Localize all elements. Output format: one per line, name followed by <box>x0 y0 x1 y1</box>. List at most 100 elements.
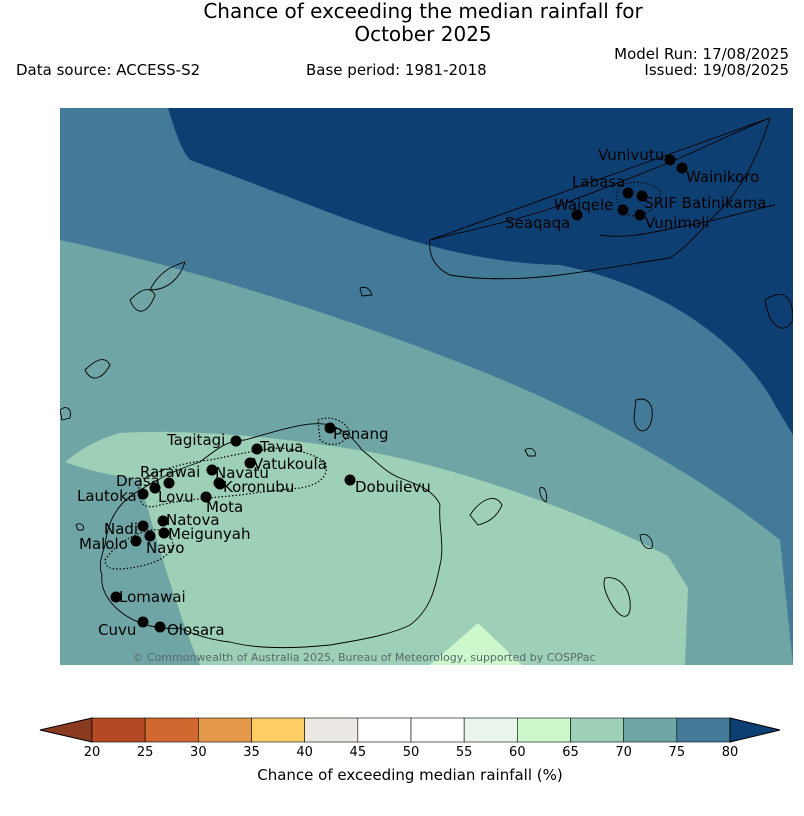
site-label-mota: Mota <box>206 498 243 516</box>
site-label-vunimoli: Vunimoli <box>645 214 710 232</box>
colorbar-tick-20: 20 <box>83 745 101 760</box>
site-marker-malolo <box>130 535 142 547</box>
site-label-meigunyah: Meigunyah <box>168 525 250 543</box>
title-line-2: October 2025 <box>354 22 492 46</box>
site-marker-lomawai <box>110 591 122 603</box>
band-gt80 <box>168 108 793 435</box>
site-marker-navo <box>144 530 156 542</box>
colorbar <box>39 717 781 743</box>
site-marker-natova <box>157 515 169 527</box>
colorbar-tick-45: 45 <box>349 745 367 760</box>
site-marker-wainikoro <box>676 162 688 174</box>
colorbar-tick-60: 60 <box>509 745 526 760</box>
colorbar-cell-40-45 <box>304 717 359 743</box>
mamanuca-islands <box>84 359 111 379</box>
chart-title: Chance of exceeding the median rainfall … <box>0 0 804 46</box>
colorbar-tick-30: 30 <box>190 745 207 760</box>
colorbar-cell-25-30 <box>144 717 199 743</box>
islet-2 <box>539 487 548 503</box>
islet-5 <box>75 523 84 531</box>
site-label-nadi: Nadi <box>104 520 138 538</box>
site-label-labasa: Labasa <box>572 173 625 191</box>
site-marker-vunimoli <box>634 209 646 221</box>
colorbar-cell-75-80 <box>676 717 731 743</box>
colorbar-extend-high <box>729 717 781 743</box>
colorbar-extend-low <box>39 717 93 743</box>
title-line-1: Chance of exceeding the median rainfall … <box>203 0 643 23</box>
site-marker-meigunyah <box>158 527 170 539</box>
islet-1 <box>639 533 653 549</box>
site-marker-seaqaqa <box>571 209 583 221</box>
colorbar-title: Chance of exceeding median rainfall (%) <box>257 766 563 784</box>
site-marker-nadi <box>137 520 149 532</box>
site-label-natova: Natova <box>166 511 220 529</box>
site-marker-labasa <box>622 187 634 199</box>
site-label-waiqele: Waiqele <box>554 196 613 214</box>
probability-field <box>60 108 793 665</box>
site-label-srif-batinikama: SRIF Batinikama <box>644 194 766 212</box>
base-period: Base period: 1981-2018 <box>306 61 487 79</box>
colorbar-tick-75: 75 <box>668 745 686 760</box>
colorbar-cell-45-50 <box>357 717 412 743</box>
site-marker-koronubu <box>214 478 226 490</box>
site-marker-vatukoula <box>244 457 256 469</box>
colorbar-tick-25: 25 <box>136 745 154 760</box>
colorbar-cell-70-75 <box>623 717 678 743</box>
colorbar-tick-40: 40 <box>296 745 313 760</box>
colorbar-cell-65-70 <box>570 717 624 743</box>
site-label-navo: Navo <box>146 539 184 557</box>
colorbar-cell-50-55 <box>410 717 465 743</box>
colorbar-cell-55-60 <box>463 717 518 743</box>
site-label-dobuilevu: Dobuilevu <box>355 478 431 496</box>
site-label-navatu: Navatu <box>215 464 269 482</box>
site-label-seaqaqa: Seaqaqa <box>505 214 570 232</box>
site-label-koronubu: Koronubu <box>223 478 294 496</box>
site-label-drasa: Drasa <box>116 472 160 490</box>
yasawa-islands <box>129 261 186 312</box>
site-marker-dobuilevu <box>344 474 356 486</box>
site-marker-lautoka <box>137 488 149 500</box>
site-marker-tavua <box>251 443 263 455</box>
colorbar-cell-20-25 <box>91 717 146 743</box>
site-label-vatukoula: Vatukoula <box>253 455 327 473</box>
islet-6 <box>524 447 536 457</box>
vanua-levu-outline <box>429 117 771 280</box>
colorbar-tick-35: 35 <box>243 745 260 760</box>
colorbar-tick-55: 55 <box>455 745 473 760</box>
site-label-lautoka: Lautoka <box>77 487 137 505</box>
band-60-65 <box>430 623 522 665</box>
site-label-tavua: Tavua <box>259 438 303 456</box>
islet-3 <box>359 286 373 297</box>
site-label-vunivutu: Vunivutu <box>598 146 664 164</box>
colorbar-tick-80: 80 <box>721 745 739 760</box>
colorbar-tick-70: 70 <box>615 745 632 760</box>
band-65-70 <box>65 431 688 665</box>
site-label-malolo: Malolo <box>79 535 128 553</box>
site-marker-tagitagi <box>230 435 242 447</box>
colorbar-tick-50: 50 <box>402 745 420 760</box>
site-marker-waiqele <box>617 204 629 216</box>
site-marker-drasa <box>149 482 161 494</box>
site-label-lomawai: Lomawai <box>119 588 186 606</box>
taveuni-outline <box>764 294 793 329</box>
site-marker-rarawai <box>206 464 218 476</box>
vanua-levu-south-coast <box>599 204 776 237</box>
colorbar-cell-30-35 <box>198 717 252 743</box>
colorbar-tick-65: 65 <box>562 745 579 760</box>
ovalau-outline <box>469 498 503 526</box>
site-marker-penang <box>324 422 336 434</box>
site-label-olosara: Olosara <box>167 621 225 639</box>
koro-outline <box>633 398 653 432</box>
islet-4 <box>60 407 71 421</box>
site-label-lovu: Lovu <box>158 488 194 506</box>
kadavu-outline <box>603 577 631 617</box>
site-label-tagitagi: Tagitagi <box>166 431 225 449</box>
site-marker-vunivutu <box>664 154 676 166</box>
colorbar-cell-60-65 <box>517 717 571 743</box>
site-marker-lovu <box>163 477 175 489</box>
district-boundaries <box>104 181 661 570</box>
site-marker-mota <box>200 491 212 503</box>
site-label-cuvu: Cuvu <box>98 621 136 639</box>
colorbar-cell-35-40 <box>251 717 305 743</box>
